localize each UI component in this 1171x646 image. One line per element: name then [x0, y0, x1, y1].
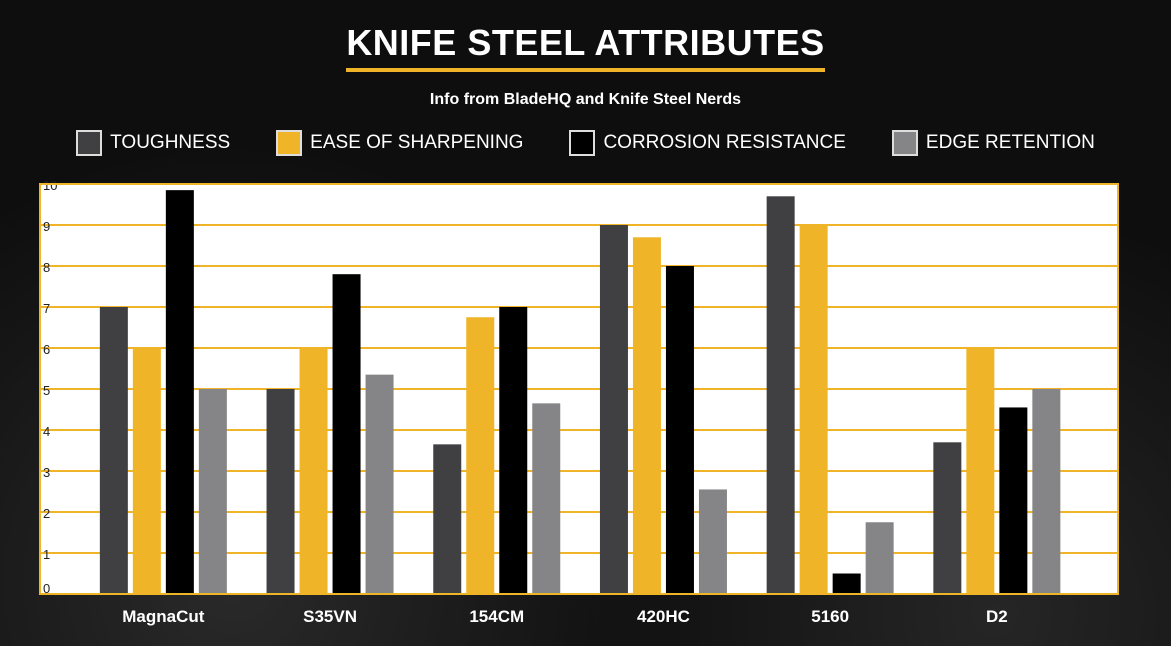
bar-5160-corrosion-resistance	[832, 573, 861, 594]
bar-5160-edge-retention	[865, 522, 894, 594]
legend-item: EDGE RETENTION	[891, 130, 1095, 156]
bar-d2-edge-retention	[1032, 389, 1061, 594]
y-tick-label: 4	[43, 424, 50, 439]
bar-420hc-edge-retention	[698, 489, 727, 594]
bar-d2-corrosion-resistance	[999, 407, 1028, 594]
y-tick-label: 0	[43, 581, 50, 596]
legend-label: EASE OF SHARPENING	[310, 132, 524, 153]
y-tick-label: 9	[43, 219, 50, 234]
x-tick-label: D2	[986, 607, 1008, 626]
bar-magnacut-ease-of-sharpening	[132, 348, 161, 594]
x-tick-label: MagnaCut	[122, 607, 205, 626]
bar-s35vn-ease-of-sharpening	[299, 348, 328, 594]
bar-magnacut-corrosion-resistance	[165, 190, 194, 594]
y-tick-label: 7	[43, 301, 50, 316]
legend-item: EASE OF SHARPENING	[276, 130, 523, 156]
bar-154cm-toughness	[433, 444, 462, 594]
bar-154cm-edge-retention	[532, 403, 561, 594]
bar-d2-ease-of-sharpening	[966, 348, 995, 594]
y-tick-label: 1	[43, 547, 50, 562]
legend-label: EDGE RETENTION	[925, 132, 1095, 153]
legend-swatch	[276, 130, 303, 156]
y-tick-label: 2	[43, 506, 50, 521]
bar-420hc-ease-of-sharpening	[632, 237, 661, 595]
legend-item: CORROSION RESISTANCE	[569, 130, 846, 156]
bar-420hc-toughness	[599, 225, 628, 594]
bar-magnacut-edge-retention	[198, 389, 227, 594]
y-tick-label: 5	[43, 383, 50, 398]
chart-subtitle: Info from BladeHQ and Knife Steel Nerds	[429, 91, 742, 108]
bar-420hc-corrosion-resistance	[665, 266, 694, 594]
bar-s35vn-toughness	[266, 389, 295, 594]
y-tick-label: 10	[43, 178, 57, 193]
x-tick-label: S35VN	[303, 607, 357, 626]
bar-5160-ease-of-sharpening	[799, 225, 828, 594]
y-tick-label: 6	[43, 342, 50, 357]
legend-swatch	[569, 130, 596, 156]
bar-154cm-corrosion-resistance	[499, 307, 528, 594]
x-tick-label: 154CM	[469, 607, 524, 626]
y-tick-label: 8	[43, 260, 50, 275]
x-tick-label: 5160	[811, 607, 849, 626]
bar-d2-toughness	[933, 442, 962, 594]
bar-s35vn-corrosion-resistance	[332, 274, 361, 594]
x-tick-label: 420HC	[637, 607, 690, 626]
bar-s35vn-edge-retention	[365, 374, 394, 594]
legend-label: CORROSION RESISTANCE	[603, 132, 846, 153]
legend-swatch	[891, 130, 918, 156]
legend-label: TOUGHNESS	[110, 132, 231, 153]
y-tick-label: 3	[43, 465, 50, 480]
plot-border	[39, 183, 1119, 595]
bar-154cm-ease-of-sharpening	[466, 317, 495, 594]
bar-5160-toughness	[766, 196, 795, 595]
legend-swatch	[76, 130, 103, 156]
bar-magnacut-toughness	[99, 307, 128, 594]
chart-title: KNIFE STEEL ATTRIBUTES	[0, 22, 1171, 72]
legend: TOUGHNESS EASE OF SHARPENING CORROSION RES…	[0, 130, 1171, 156]
legend-item: TOUGHNESS	[76, 130, 230, 156]
